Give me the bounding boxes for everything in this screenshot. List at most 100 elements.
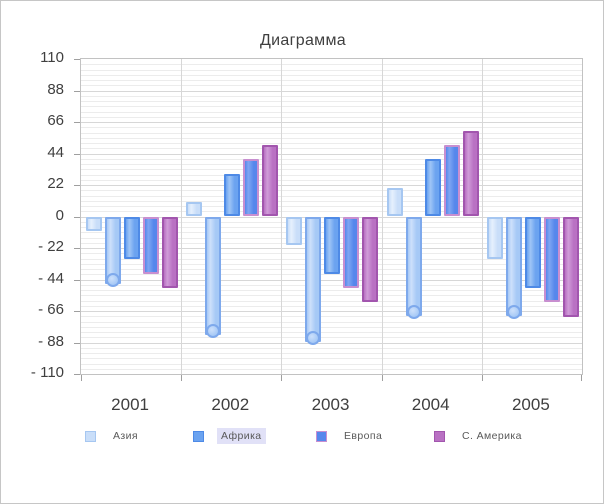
y-axis-label: 22: [47, 175, 64, 192]
legend-swatch-america: [434, 430, 445, 442]
bar-america-2001[interactable]: [162, 216, 178, 289]
major-gridline: [81, 185, 582, 186]
bar-europe-2002[interactable]: [243, 159, 260, 217]
chart-title: Диаграмма: [260, 32, 346, 49]
minor-gridline: [81, 321, 582, 323]
bar-america-2004[interactable]: [462, 130, 479, 217]
bar-africa-2003[interactable]: [324, 216, 341, 274]
y-axis-label: - 66: [38, 301, 64, 318]
y-axis-tick: [74, 311, 80, 312]
bar-europe-2001[interactable]: [143, 216, 159, 274]
minor-gridline: [81, 284, 582, 286]
minor-gridline: [81, 106, 582, 108]
minor-gridline: [81, 137, 582, 139]
minor-gridline: [81, 169, 582, 171]
y-axis-tick: [74, 185, 80, 186]
x-axis-tick: [281, 375, 283, 381]
x-axis-tick: [481, 375, 483, 381]
bar-africa-2004[interactable]: [424, 159, 441, 217]
legend-swatch-asia: [85, 430, 96, 442]
x-axis-label-2002: 2002: [211, 395, 250, 414]
y-axis-label: - 88: [38, 332, 64, 350]
minor-gridline: [81, 69, 582, 71]
bar-asia-2004[interactable]: [386, 187, 403, 217]
minor-gridline: [81, 80, 582, 81]
major-gridline: [81, 342, 582, 344]
y-axis-label: 66: [47, 112, 64, 129]
category-separator-gridline: [381, 59, 383, 374]
bar-europe-2003[interactable]: [343, 216, 360, 289]
x-axis-label-2003: 2003: [311, 395, 350, 414]
minor-gridline: [81, 143, 582, 144]
y-axis-tick: [74, 374, 80, 375]
y-axis-tick: [74, 279, 80, 281]
minor-gridline: [81, 368, 582, 370]
bar-africa-2005[interactable]: [524, 216, 541, 289]
minor-gridline: [81, 300, 582, 302]
bar-africa-2001[interactable]: [124, 216, 140, 260]
legend-item-europe[interactable]: Европа: [316, 429, 386, 443]
minor-gridline: [81, 179, 582, 181]
bar-asia-2003[interactable]: [286, 216, 303, 246]
legend-label: С. Америка: [462, 430, 522, 442]
bar-end-circle-marker[interactable]: [306, 331, 321, 346]
y-axis-tick: [74, 153, 80, 155]
bar-europe-2004[interactable]: [443, 144, 460, 217]
bar-asia-2005[interactable]: [486, 216, 503, 260]
bar-extra-2002[interactable]: [205, 216, 222, 336]
minor-gridline: [81, 353, 582, 354]
minor-gridline: [81, 326, 582, 328]
minor-gridline: [81, 363, 582, 365]
major-gridline: [81, 311, 582, 312]
bar-end-circle-marker[interactable]: [206, 324, 221, 339]
y-axis-tick: [74, 342, 80, 344]
minor-gridline: [81, 164, 582, 165]
y-axis-label: - 44: [38, 269, 64, 287]
bar-africa-2002[interactable]: [224, 173, 241, 217]
x-axis-tick: [581, 375, 582, 381]
bar-extra-2005[interactable]: [505, 216, 522, 317]
minor-gridline: [81, 316, 582, 318]
minor-gridline: [81, 290, 582, 291]
bar-america-2002[interactable]: [262, 144, 279, 217]
bar-extra-2004[interactable]: [405, 216, 422, 317]
minor-gridline: [81, 347, 582, 349]
x-axis-tick: [381, 375, 383, 381]
minor-gridline: [81, 358, 582, 360]
minor-gridline: [81, 206, 582, 207]
x-axis-tick: [81, 375, 82, 381]
bar-end-circle-marker[interactable]: [106, 272, 120, 287]
y-axis-label: - 110: [30, 364, 64, 381]
minor-gridline: [81, 132, 582, 134]
minor-gridline: [81, 116, 582, 118]
bar-europe-2005[interactable]: [543, 216, 560, 303]
x-axis-label-2004: 2004: [411, 395, 450, 414]
legend-label: Африка: [217, 428, 266, 444]
minor-gridline: [81, 200, 582, 202]
bar-extra-2003[interactable]: [305, 216, 322, 343]
legend-item-asia[interactable]: Азия: [85, 429, 142, 443]
y-axis-label: - 22: [38, 238, 64, 255]
plot-area: [74, 58, 583, 381]
bar-end-circle-marker[interactable]: [506, 305, 521, 320]
minor-gridline: [81, 211, 582, 213]
legend-swatch-africa: [193, 430, 204, 442]
minor-gridline: [81, 174, 582, 176]
legend-swatch-europe: [316, 430, 327, 442]
bar-asia-2002[interactable]: [186, 202, 203, 217]
minor-gridline: [81, 74, 582, 76]
bar-asia-2001[interactable]: [86, 216, 102, 231]
minor-gridline: [81, 111, 582, 113]
category-separator-gridline: [281, 59, 283, 374]
bar-america-2005[interactable]: [562, 216, 579, 317]
bar-end-circle-marker[interactable]: [406, 305, 421, 320]
bar-america-2003[interactable]: [362, 216, 379, 303]
legend-item-africa[interactable]: Африка: [193, 428, 266, 444]
minor-gridline: [81, 190, 582, 192]
minor-gridline: [81, 127, 582, 129]
legend-label: Европа: [344, 430, 383, 442]
y-axis-label: 88: [47, 80, 64, 98]
category-separator-gridline: [481, 59, 483, 374]
legend-item-america[interactable]: С. Америка: [434, 429, 526, 443]
